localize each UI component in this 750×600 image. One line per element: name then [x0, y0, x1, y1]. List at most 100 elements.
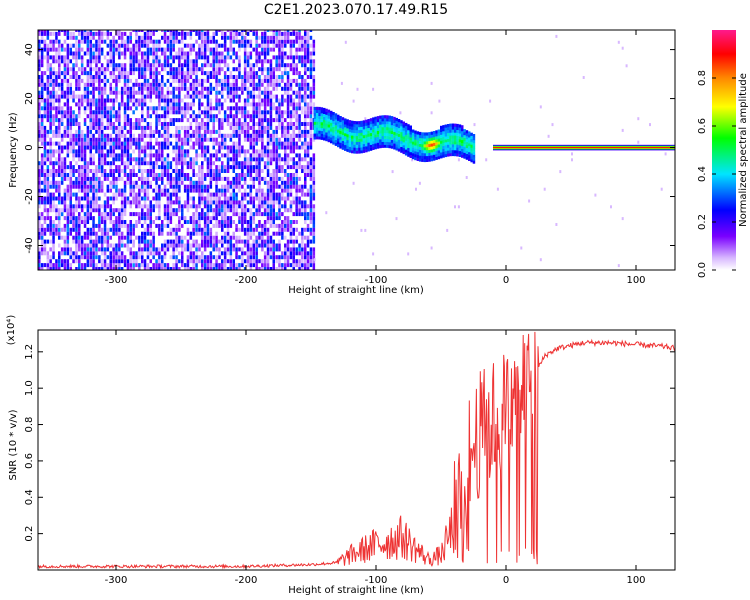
spectrogram-cell	[235, 176, 238, 181]
spectrogram-cell	[195, 255, 198, 260]
spectrogram-cell	[284, 82, 287, 87]
spectrogram-cell	[301, 75, 304, 79]
spectrogram-cell	[115, 192, 118, 197]
spectrogram-cell	[86, 220, 90, 224]
spectrogram-cell	[309, 165, 313, 170]
spectrogram-cell	[103, 133, 107, 138]
spectrogram-cell	[215, 31, 218, 36]
spectrogram-cell	[192, 110, 195, 115]
spectrogram-cell	[312, 169, 316, 173]
spectrogram-cell	[175, 263, 178, 268]
spectrogram-cell	[212, 161, 215, 166]
spectrogram-cell	[621, 46, 624, 50]
spectrogram-cell	[100, 137, 104, 142]
spectrogram-cell	[325, 135, 328, 139]
spectrogram-cell	[318, 115, 321, 119]
spectrogram-cell	[152, 145, 155, 150]
spectrogram-cell	[158, 267, 161, 270]
spectrogram-cell	[284, 208, 287, 213]
spectrogram-cell	[295, 110, 298, 115]
spectrogram-cell	[255, 173, 258, 177]
spectrogram-cell	[63, 94, 67, 99]
spectrogram-cell	[112, 63, 115, 68]
spectrogram-cell	[158, 231, 161, 236]
spectrogram-cell	[58, 102, 61, 107]
spectrogram-cell	[78, 216, 81, 221]
spectrogram-cell	[112, 129, 115, 134]
spectrogram-cell	[309, 216, 313, 221]
spectrogram-cell	[40, 86, 44, 91]
spectrogram-cell	[295, 78, 298, 83]
spectrogram-cell	[284, 71, 287, 76]
spectrogram-cell	[258, 204, 261, 209]
spectrogram-cell	[78, 223, 81, 228]
spectrogram-cell	[369, 124, 373, 128]
spectrogram-cell	[301, 231, 304, 236]
spectrogram-cell	[43, 31, 47, 36]
spectrogram-cell	[298, 82, 301, 87]
spectrogram-cell	[221, 235, 224, 240]
spectrogram-cell	[292, 98, 295, 103]
spectrogram-cell	[309, 30, 313, 32]
spectrogram-cell	[306, 216, 310, 221]
spectrogram-cell	[195, 122, 198, 126]
spectrogram-cell	[221, 82, 224, 87]
spectrogram-cell	[120, 125, 124, 130]
spectrogram-cell	[178, 149, 181, 154]
spectrogram-cell	[241, 35, 244, 40]
spectrogram-cell	[309, 35, 313, 40]
spectrogram-cell	[123, 188, 127, 193]
spectrogram-cell	[172, 59, 175, 64]
spectrogram-cell	[155, 82, 158, 87]
spectrogram-cell	[306, 192, 310, 197]
spectrogram-cell	[46, 169, 50, 173]
spectrogram-cell	[132, 137, 135, 142]
spectrogram-cell	[149, 180, 152, 185]
spectrogram-cell	[304, 173, 307, 177]
spectrogram-cell	[143, 145, 147, 150]
spectrogram-cell	[55, 47, 58, 52]
spectrogram-cell	[40, 180, 44, 185]
spectrogram-cell	[266, 239, 270, 244]
spectrogram-cell	[386, 130, 389, 134]
spectrogram-cell	[146, 82, 150, 87]
spectrogram-cell	[241, 223, 244, 228]
spectrogram-cell	[195, 263, 198, 268]
spectrogram-cell	[129, 133, 132, 138]
spectrogram-cell	[146, 133, 150, 138]
spectrogram-cell	[149, 133, 152, 138]
spectrogram-cell	[38, 161, 41, 166]
spectrogram-cell	[386, 124, 389, 128]
spectrogram-cell	[52, 43, 55, 48]
spectrogram-cell	[198, 35, 201, 40]
spectrogram-cell	[252, 47, 255, 52]
spectrogram-cell	[284, 125, 287, 130]
spectrogram-cell	[223, 141, 227, 146]
spectrogram-cell	[266, 255, 270, 260]
spectrogram-cell	[72, 220, 75, 224]
spectrogram-cell	[103, 267, 107, 270]
spectrogram-cell	[38, 235, 41, 240]
spectrogram-cell	[215, 192, 218, 197]
spectrogram-cell	[43, 141, 47, 146]
spectrogram-cell	[83, 31, 87, 36]
spectrogram-cell	[198, 43, 201, 48]
spectrogram-cell	[284, 200, 287, 205]
spectrogram-cell	[75, 133, 78, 138]
spectrogram-cell	[80, 165, 84, 170]
spectrogram-cell	[60, 43, 64, 48]
spectrogram-cell	[209, 161, 213, 166]
spectrogram-cell	[118, 71, 121, 76]
spectrogram-cell	[226, 30, 230, 32]
spectrogram-cell	[83, 243, 87, 248]
spectrogram-cell	[163, 165, 167, 170]
spectrogram-cell	[135, 78, 138, 83]
spectrogram-cell	[386, 138, 389, 142]
spectrogram-cell	[195, 125, 198, 130]
spectrogram-cell	[330, 128, 333, 132]
spectrogram-cell	[275, 216, 278, 221]
spectrogram-cell	[238, 263, 241, 268]
spectrogram-cell	[66, 133, 70, 138]
spectrogram-cell	[201, 55, 204, 60]
spectrogram-cell	[263, 196, 267, 201]
